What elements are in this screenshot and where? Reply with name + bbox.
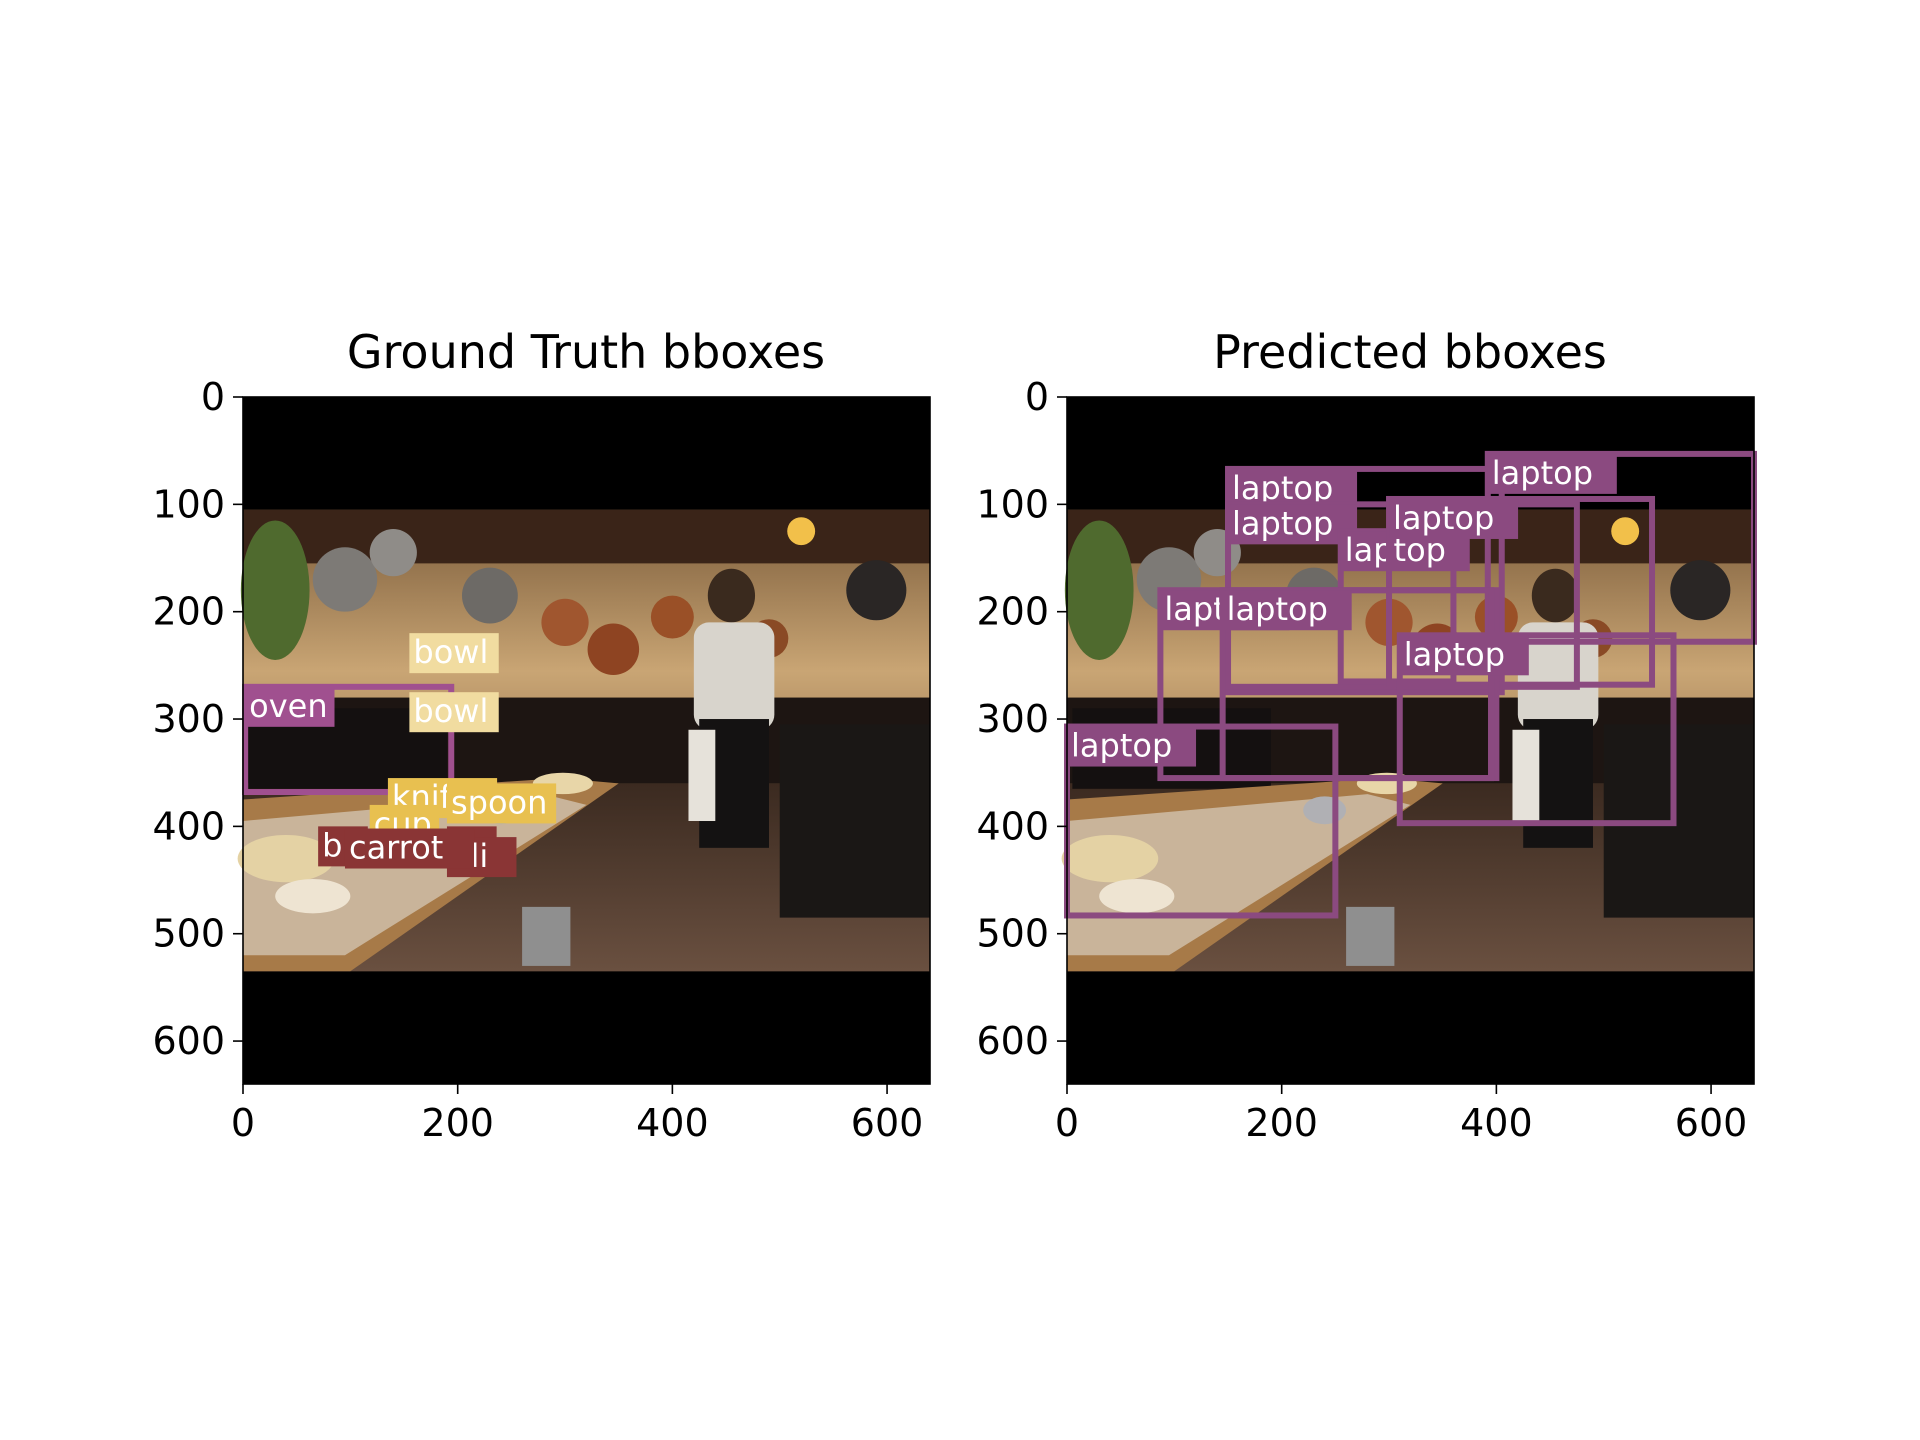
bbox: bowl xyxy=(409,633,499,674)
bbox: spoon xyxy=(446,783,557,824)
bbox-label: oven xyxy=(249,687,327,725)
bbox-label-bg xyxy=(1487,453,1617,494)
bbox-layer: ovenbowlbowlknifespooncupbiliolicarrot xyxy=(242,633,557,878)
bbox-rect xyxy=(242,683,455,796)
y-tick-label: 400 xyxy=(976,804,1049,848)
x-tick-label: 200 xyxy=(421,1101,494,1145)
x-tick-label: 0 xyxy=(1055,1101,1079,1145)
bbox-label: bowl xyxy=(413,692,488,730)
axes-frame xyxy=(242,396,931,1085)
bbox-label: laptop xyxy=(1227,590,1328,628)
bbox: laptop xyxy=(1219,587,1495,782)
bbox-label: spoon xyxy=(451,783,547,821)
bbox-label: laptop xyxy=(1071,727,1172,765)
bbox-label: bowl xyxy=(413,633,488,671)
x-tick-label: 400 xyxy=(636,1101,709,1145)
y-tick-label: 300 xyxy=(976,697,1049,741)
bbox-label: laptop xyxy=(1232,504,1333,542)
bbox-label-bg xyxy=(1389,498,1519,539)
bbox-label-bg xyxy=(409,692,499,733)
bbox: laptop xyxy=(1396,632,1677,827)
plot-area: ovenbowlbowlknifespooncupbiliolicarrot xyxy=(237,396,931,1085)
x-tick-label: 200 xyxy=(1245,1101,1318,1145)
axes-frame xyxy=(1066,396,1755,1085)
panel-title: Predicted bboxes xyxy=(1213,325,1607,379)
x-tick-label: 400 xyxy=(1460,1101,1533,1145)
y-tick-label: 100 xyxy=(976,482,1049,526)
bbox-label: laptop xyxy=(1404,635,1505,673)
bbox: carrot xyxy=(344,828,475,869)
x-tick-label: 0 xyxy=(231,1101,255,1145)
bbox-label-bg xyxy=(344,828,475,869)
bbox-rect xyxy=(1396,632,1677,827)
y-tick-label: 100 xyxy=(152,482,225,526)
x-tick-label: 600 xyxy=(851,1101,924,1145)
x-tick-label: 600 xyxy=(1675,1101,1748,1145)
bbox-label-bg xyxy=(409,633,499,674)
y-tick-label: 200 xyxy=(976,590,1049,634)
bbox-label-bg xyxy=(446,783,557,824)
bbox-label-bg xyxy=(1067,726,1197,767)
bbox-label-bg xyxy=(245,686,335,727)
bbox-label-bg xyxy=(1399,635,1529,676)
bbox-label-bg xyxy=(1228,504,1358,545)
y-tick-label: 500 xyxy=(152,912,225,956)
bbox: oven xyxy=(242,683,455,796)
kitchen-image xyxy=(237,509,930,972)
bbox-rect xyxy=(1219,587,1495,782)
panel-ground-truth: Ground Truth bboxes ovenbowlbowlknifespo… xyxy=(152,325,931,1145)
bbox-label: laptop xyxy=(1492,454,1593,492)
y-tick-label: 600 xyxy=(152,1019,225,1063)
bbox: bowl xyxy=(409,692,499,733)
y-tick-label: 600 xyxy=(976,1019,1049,1063)
plot-area: laptop laptoplaptoplaptoplaptoplaptoplapt… xyxy=(1061,396,1757,1085)
y-tick-label: 0 xyxy=(1025,375,1049,419)
y-tick-label: 0 xyxy=(201,375,225,419)
bbox-label-bg xyxy=(1222,590,1352,631)
y-tick-label: 200 xyxy=(152,590,225,634)
y-tick-label: 300 xyxy=(152,697,225,741)
bbox-label: carrot xyxy=(349,829,443,867)
bbox-label: laptop xyxy=(1393,499,1494,537)
y-tick-label: 400 xyxy=(152,804,225,848)
panel-predicted: Predicted bboxes laptop laptoplaptoplapto… xyxy=(976,325,1757,1145)
panel-title: Ground Truth bboxes xyxy=(347,325,825,379)
y-tick-label: 500 xyxy=(976,912,1049,956)
bbox-label: laptop xyxy=(1232,469,1333,507)
